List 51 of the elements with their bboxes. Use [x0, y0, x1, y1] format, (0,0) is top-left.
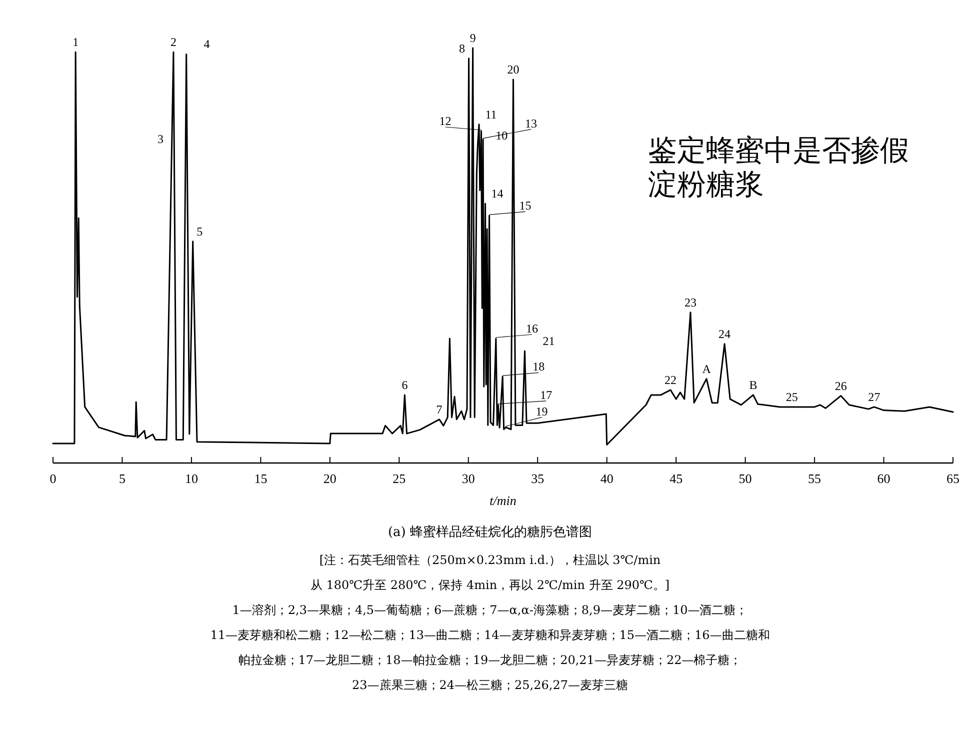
- annotation: 14: [491, 186, 504, 201]
- annotation: 13: [525, 116, 538, 130]
- x-tick-label: 40: [600, 471, 614, 486]
- annotation: 17: [540, 388, 552, 402]
- annotation: 22: [664, 372, 677, 387]
- annotation: 27: [868, 390, 880, 404]
- x-tick-label: 5: [118, 471, 126, 486]
- annotation: 8: [459, 41, 465, 56]
- x-tick-label: 25: [392, 471, 406, 486]
- annotation: B: [749, 378, 758, 392]
- x-tick-label: 0: [50, 471, 56, 486]
- text: 从 180℃升至 280℃，保持 4min，再以 2℃/min 升至 290℃。]: [310, 578, 670, 592]
- x-tick-label: 65: [946, 471, 960, 486]
- x-tick-label: 45: [670, 471, 683, 486]
- annotation: 19: [536, 404, 548, 418]
- annotation: 3: [158, 132, 164, 146]
- annotation: 1: [72, 35, 79, 50]
- text: 11—麦芽糖和松二糖；12—松二糖；13—曲二糖；14—麦芽糖和异麦芽糖；15—酒二糖；16—曲二糖和: [210, 628, 770, 642]
- annotation: 9: [470, 31, 476, 45]
- annotation: 4: [204, 37, 210, 52]
- x-tick-label: 10: [184, 471, 198, 486]
- annotation: 20: [507, 62, 520, 77]
- text: [注：石英毛细管柱（250m×0.23mm i.d.），柱温以 3℃/min: [319, 553, 661, 567]
- text: 鉴定蜂蜜中是否掺假淀粉糖浆: [648, 133, 909, 201]
- annotation: 16: [526, 322, 538, 336]
- annotation: 18: [532, 360, 545, 374]
- annotation: 15: [519, 198, 532, 213]
- text: 1—溶剂；2,3—果糖；4,5—葡萄糖；6—蔗糖；7—α,α-海藻糖；8,9—麦芽二糖；10—酒二糖；: [232, 603, 748, 617]
- annotation: 7: [436, 402, 442, 416]
- annotation: 26: [834, 378, 847, 393]
- annotation: 24: [718, 326, 731, 341]
- x-tick-label: 55: [808, 471, 822, 486]
- x-tick-label: 20: [323, 471, 336, 486]
- annotation: 21: [542, 334, 555, 348]
- text: 23—蔗果三糖；24—松三糖；25,26,27—麦芽三糖: [352, 678, 628, 692]
- x-tick-label: 15: [254, 471, 268, 486]
- text: 帕拉金糖；17—龙胆二糖；18—帕拉金糖；19—龙胆二糖；20,21—异麦芽糖；22—棉子糖；: [238, 653, 742, 667]
- annotation: 23: [684, 295, 696, 310]
- annotation: 2: [170, 35, 176, 50]
- x-tick-label: 50: [738, 471, 752, 486]
- annotation: 5: [196, 224, 203, 238]
- annotation: 12: [439, 114, 452, 128]
- x-tick-label: 35: [531, 471, 544, 486]
- x-axis-title: t/min: [490, 493, 516, 508]
- annotation: 25: [786, 390, 798, 404]
- annotation: A: [702, 362, 712, 376]
- x-tick-label: 30: [462, 471, 475, 486]
- annotation: 6: [402, 378, 408, 392]
- annotation: 11: [485, 107, 497, 122]
- x-tick-label: 60: [877, 471, 890, 486]
- text: (a) 蜂蜜样品经硅烷化的糖肟色谱图: [388, 524, 592, 540]
